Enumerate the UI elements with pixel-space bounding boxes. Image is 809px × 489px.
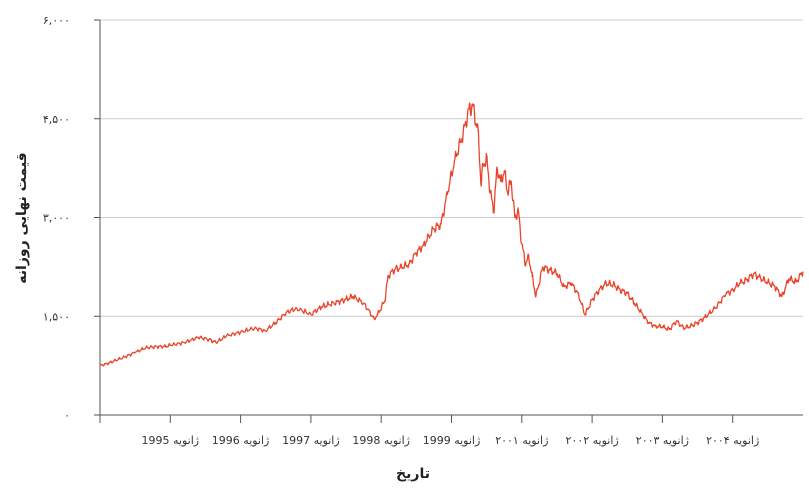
x-axis-title: تاریخ [396,466,430,482]
x-tick-label: ژانویه ۲۰۰۲ [565,434,618,447]
y-tick-label: ۶,۰۰۰ [43,14,70,27]
x-tick-label: ژانویه 1995 [142,434,200,447]
x-tick-label: ژانویه 1999 [423,434,481,447]
x-tick-label: ژانویه 1998 [352,434,410,447]
x-tick-label: ژانویه ۲۰۰۱ [495,434,548,447]
x-tick-label: ژانویه 1996 [212,434,270,447]
y-ticks: ۰ ۱,۵۰۰ ۳,۰۰۰ ۴,۵۰۰ ۶,۰۰۰ [43,14,100,422]
y-tick-label: ۰ [64,409,70,422]
y-tick-label: ۱,۵۰۰ [43,310,70,323]
data-series [99,102,804,367]
y-tick-label: ۳,۰۰۰ [43,212,70,225]
grid-lines [100,19,803,317]
series-line [99,102,804,367]
y-tick-label: ۴,۵۰۰ [43,113,70,126]
x-tick-label: ژانویه ۲۰۰۴ [706,434,759,447]
x-tick-label: ژانویه ۲۰۰۳ [636,434,689,447]
x-ticks: ژانویه 1995 ژانویه 1996 ژانویه 1997 ژانویه … [99,415,759,447]
y-axis-title: قیمت نهایی روزانه [14,152,30,283]
x-tick-label: ژانویه 1997 [282,434,340,447]
